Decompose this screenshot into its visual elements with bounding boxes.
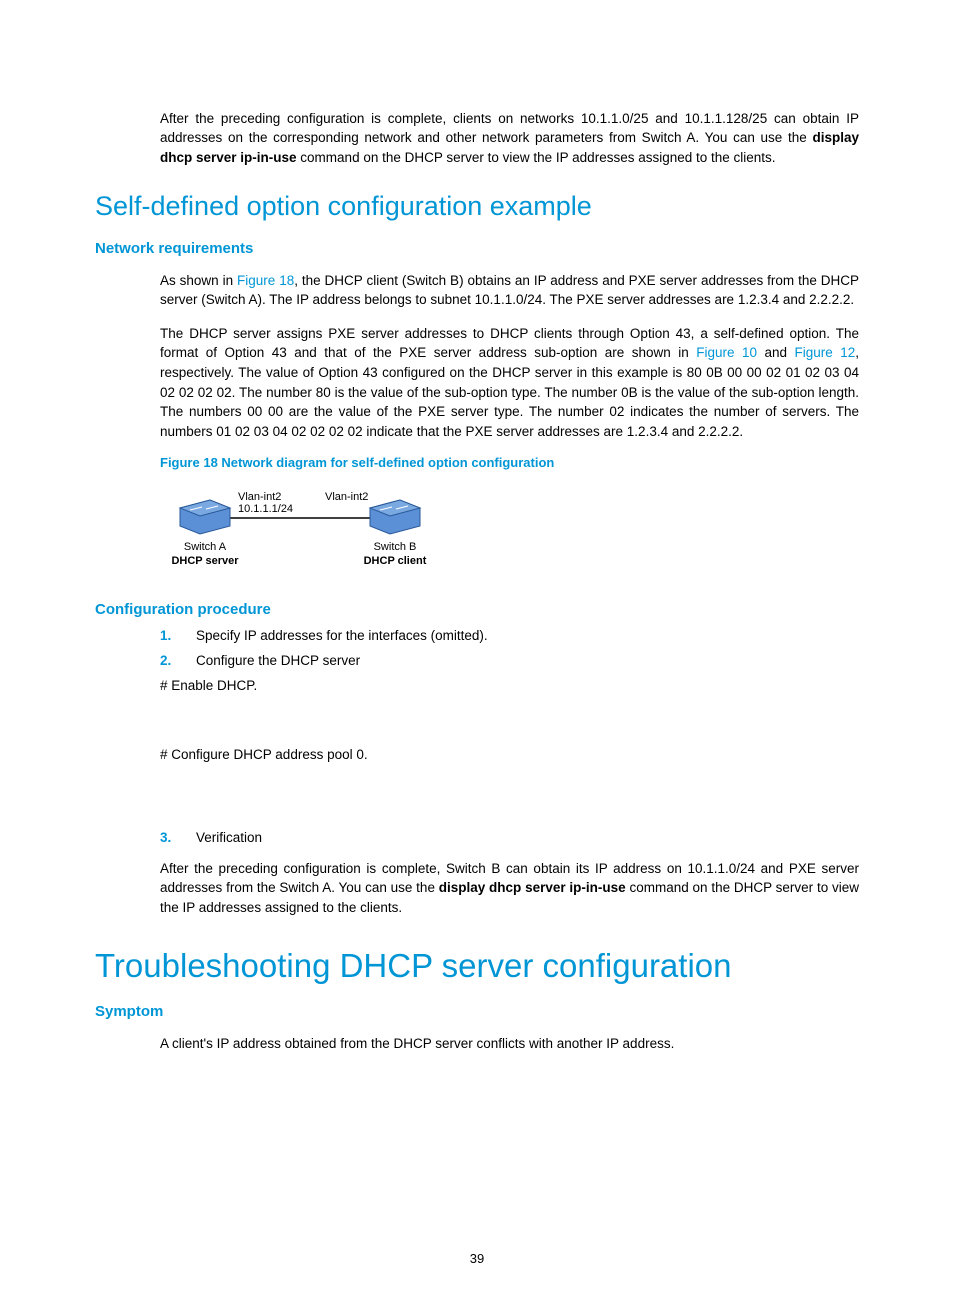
netreq-paragraph-1: As shown in Figure 18, the DHCP client (… bbox=[160, 271, 859, 310]
switch-b-icon bbox=[370, 500, 420, 534]
step-2: 2. Configure the DHCP server bbox=[160, 653, 859, 668]
step-number: 1. bbox=[160, 628, 196, 643]
ip-a-label: 10.1.1.1/24 bbox=[238, 503, 293, 515]
step-1: 1. Specify IP addresses for the interfac… bbox=[160, 628, 859, 643]
role-a-label: DHCP server bbox=[171, 555, 239, 567]
role-b-label: DHCP client bbox=[364, 555, 427, 567]
step-text: Verification bbox=[196, 830, 262, 845]
after-paragraph: After the preceding configuration is com… bbox=[160, 859, 859, 918]
text: and bbox=[757, 345, 794, 360]
section-heading-troubleshooting: Troubleshooting DHCP server configuratio… bbox=[95, 947, 859, 985]
step-number: 3. bbox=[160, 830, 196, 845]
spacer bbox=[95, 701, 859, 743]
figure-caption: Figure 18 Network diagram for self-defin… bbox=[160, 455, 859, 470]
link-figure-10[interactable]: Figure 10 bbox=[696, 345, 757, 360]
subheading-network-requirements: Network requirements bbox=[95, 240, 859, 257]
step-number: 2. bbox=[160, 653, 196, 668]
link-figure-18[interactable]: Figure 18 bbox=[237, 273, 294, 288]
step-text: Specify IP addresses for the interfaces … bbox=[196, 628, 488, 643]
symptom-paragraph: A client's IP address obtained from the … bbox=[160, 1034, 859, 1054]
page: After the preceding configuration is com… bbox=[0, 0, 954, 1296]
network-diagram: Vlan-int2 10.1.1.1/24 Switch A DHCP serv… bbox=[160, 478, 859, 583]
link-figure-12[interactable]: Figure 12 bbox=[794, 345, 855, 360]
intro-paragraph: After the preceding configuration is com… bbox=[160, 109, 859, 168]
spacer bbox=[95, 770, 859, 830]
command-bold: display dhcp server ip-in-use bbox=[439, 880, 626, 895]
subheading-configuration-procedure: Configuration procedure bbox=[95, 601, 859, 618]
hash-enable-dhcp: # Enable DHCP. bbox=[160, 678, 859, 693]
switch-a-label: Switch A bbox=[184, 541, 227, 553]
switch-b-label: Switch B bbox=[374, 541, 417, 553]
vlan-b-label: Vlan-int2 bbox=[325, 491, 368, 503]
text: command on the DHCP server to view the I… bbox=[297, 150, 776, 165]
text: As shown in bbox=[160, 273, 237, 288]
netreq-paragraph-2: The DHCP server assigns PXE server addre… bbox=[160, 324, 859, 441]
subheading-symptom: Symptom bbox=[95, 1003, 859, 1020]
diagram-svg: Vlan-int2 10.1.1.1/24 Switch A DHCP serv… bbox=[160, 478, 470, 578]
switch-a-icon bbox=[180, 500, 230, 534]
section-heading-self-defined: Self-defined option configuration exampl… bbox=[95, 191, 859, 222]
hash-configure-pool: # Configure DHCP address pool 0. bbox=[160, 747, 859, 762]
step-text: Configure the DHCP server bbox=[196, 653, 360, 668]
vlan-a-label: Vlan-int2 bbox=[238, 491, 281, 503]
text: After the preceding configuration is com… bbox=[160, 111, 859, 146]
page-number: 39 bbox=[0, 1251, 954, 1266]
step-3: 3. Verification bbox=[160, 830, 859, 845]
